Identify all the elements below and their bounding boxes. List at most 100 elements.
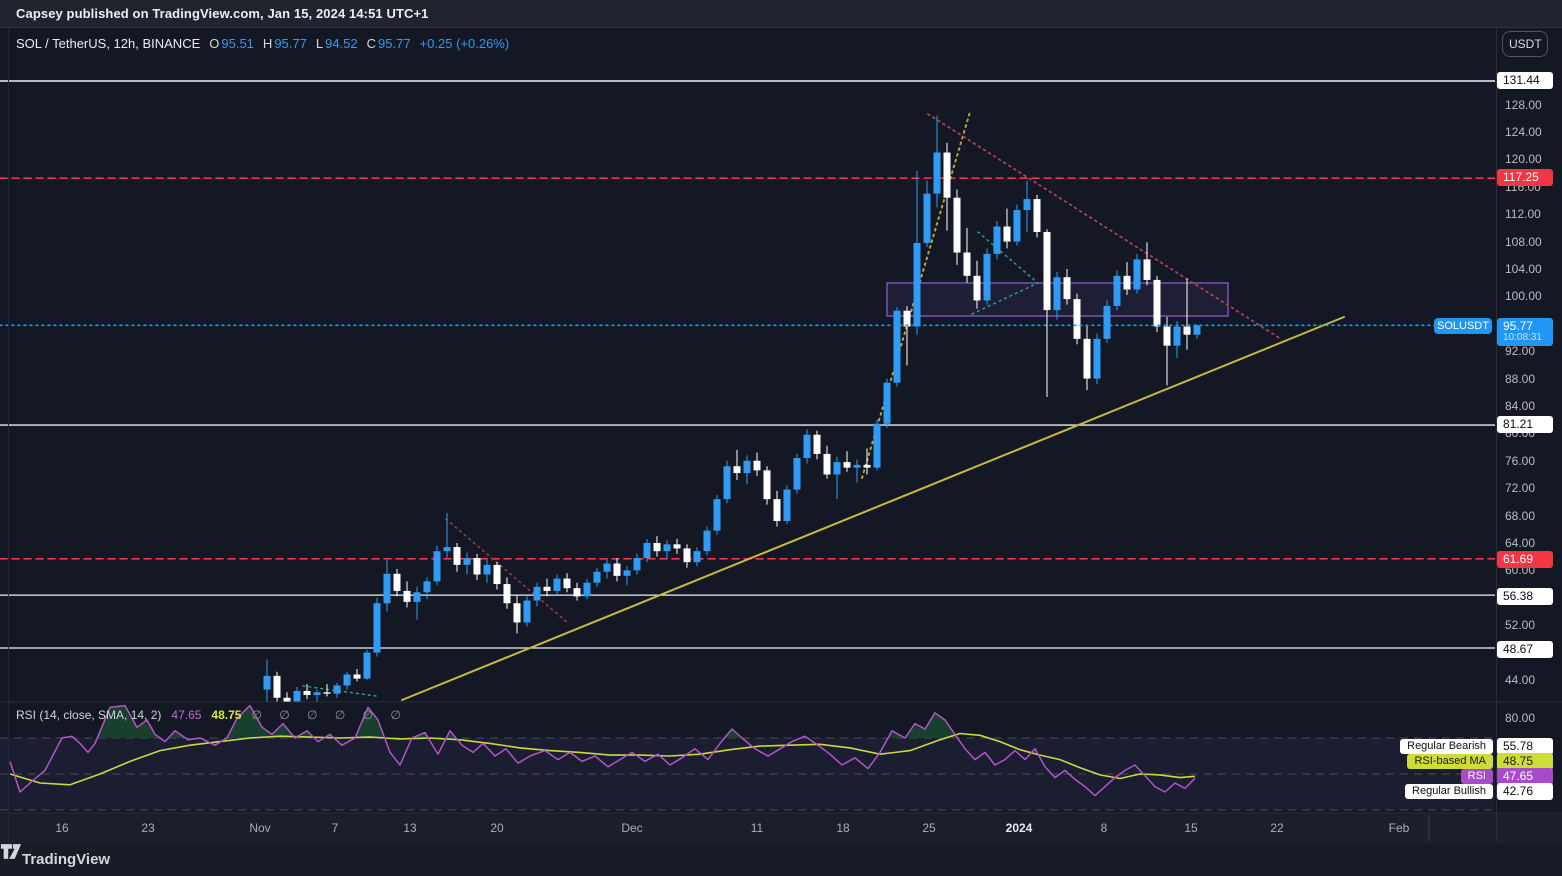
candle-body bbox=[553, 578, 561, 591]
candle-body bbox=[453, 547, 461, 565]
candle-body bbox=[353, 674, 361, 679]
candle-body bbox=[513, 603, 521, 623]
candle-body bbox=[503, 584, 511, 604]
time-label-18: 18 bbox=[836, 821, 850, 835]
candle-body bbox=[883, 382, 891, 424]
candle-body bbox=[273, 675, 281, 698]
ohlc-high: H 95.77 bbox=[262, 36, 307, 51]
candle-body bbox=[1133, 259, 1141, 290]
rsi-scale-label-47.65: 47.65 bbox=[1497, 768, 1553, 785]
candle-body bbox=[1103, 305, 1111, 339]
tradingview-brand-text[interactable]: TradingView bbox=[22, 851, 111, 868]
candle-body bbox=[1043, 231, 1051, 311]
price-label-48.67: 48.67 bbox=[1497, 641, 1553, 658]
time-label-Feb: Feb bbox=[1388, 821, 1410, 835]
trendline-4 bbox=[977, 231, 1039, 284]
candle-body bbox=[803, 434, 811, 459]
candle-body bbox=[733, 466, 741, 474]
price-tick: 52.00 bbox=[1505, 618, 1536, 633]
countdown-timer: 10:08:31 bbox=[1503, 332, 1542, 343]
price-tick: 100.00 bbox=[1505, 289, 1542, 304]
trendline-2 bbox=[927, 113, 1282, 340]
candle-body bbox=[393, 573, 401, 591]
time-axis-strip bbox=[0, 814, 1562, 842]
price-tick: 68.00 bbox=[1505, 508, 1536, 523]
candle-body bbox=[993, 226, 1001, 254]
price-scale[interactable] bbox=[1496, 28, 1562, 842]
candle-body bbox=[643, 542, 651, 559]
price-tick: 124.00 bbox=[1505, 124, 1542, 139]
rsi-scale-label-48.75: 48.75 bbox=[1497, 753, 1553, 770]
rsi-title: RSI (14, close, SMA, 14, 2) bbox=[16, 708, 162, 722]
candle-body bbox=[823, 453, 831, 475]
candle-body bbox=[303, 690, 311, 696]
candle-body bbox=[1013, 210, 1021, 242]
candle-body bbox=[543, 586, 551, 591]
published-text: Capsey published on TradingView.com, Jan… bbox=[16, 6, 429, 21]
candle-body bbox=[533, 586, 541, 601]
candle-body bbox=[983, 253, 991, 301]
time-label-8: 8 bbox=[1100, 821, 1108, 835]
candle-body bbox=[1153, 279, 1161, 327]
main-pane-layer bbox=[0, 80, 1495, 702]
candle-body bbox=[693, 551, 701, 563]
price-tick: 76.00 bbox=[1505, 453, 1536, 468]
rsi-legend[interactable]: RSI (14, close, SMA, 14, 2) 47.65 48.75 … bbox=[16, 708, 408, 722]
candle-body bbox=[383, 573, 391, 604]
price-tick: 64.00 bbox=[1505, 535, 1536, 550]
symbol-legend[interactable]: SOL / TetherUS, 12h, BINANCE O 95.51 H 95.… bbox=[16, 36, 509, 51]
candle-body bbox=[913, 242, 921, 327]
time-label-11: 11 bbox=[750, 821, 764, 835]
candle-body bbox=[1113, 275, 1121, 306]
ohlc-low: L 94.52 bbox=[315, 36, 358, 51]
candle-body bbox=[343, 674, 351, 686]
candle-body bbox=[623, 570, 631, 576]
candle-body bbox=[1053, 277, 1061, 311]
candle-body bbox=[933, 152, 941, 194]
candle-body bbox=[1093, 338, 1101, 379]
candle-body bbox=[473, 558, 481, 575]
currency-toggle-button[interactable]: USDT bbox=[1502, 31, 1548, 57]
candle-body bbox=[323, 692, 331, 694]
candle-body bbox=[703, 530, 711, 552]
rsi-line bbox=[9, 704, 1196, 797]
candle-body bbox=[1193, 325, 1201, 335]
rsi-scale-label-55.78: 55.78 bbox=[1497, 738, 1553, 755]
candle-body bbox=[403, 590, 411, 602]
price-line-symbol-label: SOLUSDT bbox=[1434, 318, 1492, 334]
candle-body bbox=[863, 464, 871, 468]
time-label-23: 23 bbox=[141, 821, 155, 835]
price-label-61.69: 61.69 bbox=[1497, 551, 1553, 568]
candle-body bbox=[943, 152, 951, 198]
candle-body bbox=[753, 460, 761, 471]
change-value: +0.25 (+0.26%) bbox=[419, 36, 510, 51]
candle-body bbox=[763, 470, 771, 500]
candle-body bbox=[373, 603, 381, 653]
time-label-15: 15 bbox=[1184, 821, 1198, 835]
candle-body bbox=[613, 563, 621, 576]
trendline-3 bbox=[445, 518, 569, 624]
price-label-117.25: 117.25 bbox=[1497, 169, 1553, 186]
time-label-Dec: Dec bbox=[621, 821, 643, 835]
candle-body bbox=[793, 458, 801, 490]
candle-body bbox=[893, 310, 901, 383]
price-tick: 92.00 bbox=[1505, 344, 1536, 359]
rsi-value: 47.65 bbox=[171, 708, 202, 722]
candle-body bbox=[963, 252, 971, 276]
time-label-2024: 2024 bbox=[1005, 821, 1033, 835]
candle-body bbox=[923, 193, 931, 243]
rsi-ma-value: 48.75 bbox=[211, 708, 242, 722]
price-tick: 120.00 bbox=[1505, 152, 1542, 167]
candle-body bbox=[683, 548, 691, 563]
price-label-81.21: 81.21 bbox=[1497, 416, 1553, 433]
candle-body bbox=[583, 582, 591, 597]
time-label-Nov: Nov bbox=[249, 821, 271, 835]
candle-body bbox=[573, 588, 581, 597]
ohlc-close: C 95.77 bbox=[366, 36, 411, 51]
candle-body bbox=[523, 600, 531, 623]
candle-body bbox=[433, 551, 441, 582]
rsi-tag-regular-bullish: Regular Bullish bbox=[1405, 784, 1493, 799]
candle-body bbox=[1033, 199, 1041, 232]
